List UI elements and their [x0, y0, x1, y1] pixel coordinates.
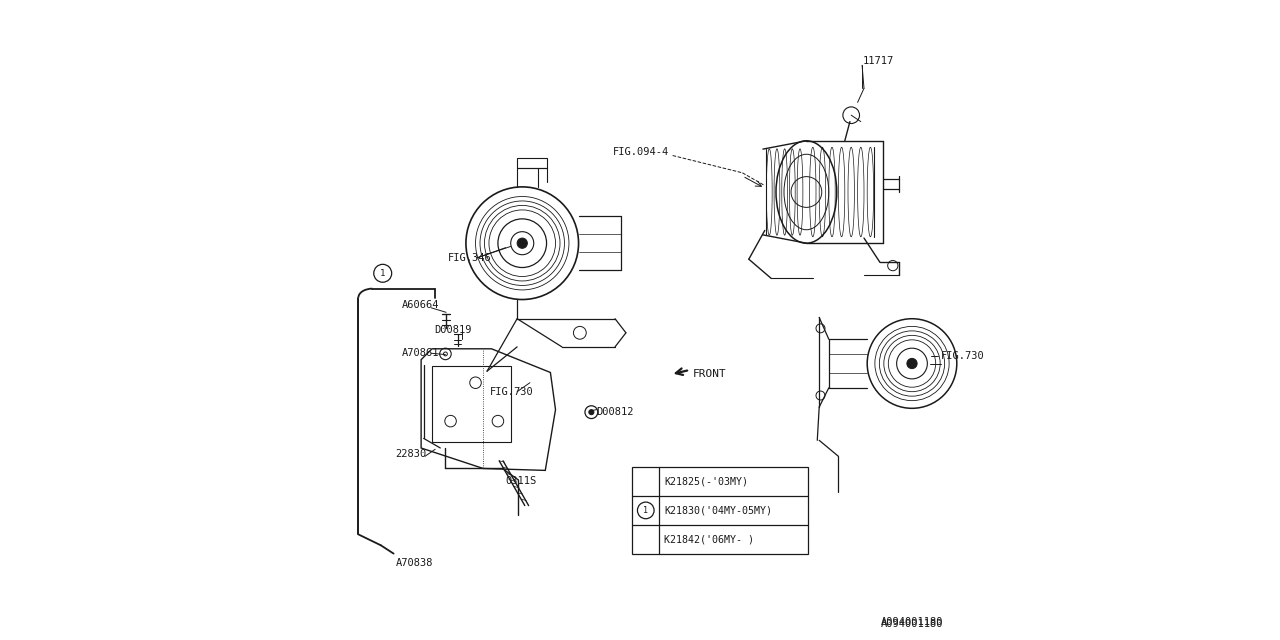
- Bar: [632, 467, 809, 554]
- Text: A094001180: A094001180: [881, 619, 943, 629]
- Text: FRONT: FRONT: [692, 369, 726, 380]
- Circle shape: [517, 238, 527, 248]
- Text: A70861: A70861: [402, 348, 439, 358]
- Text: FIG.730: FIG.730: [941, 351, 984, 362]
- Text: A60664: A60664: [402, 300, 439, 310]
- Circle shape: [906, 358, 916, 369]
- Bar: [433, 366, 511, 442]
- Text: A70838: A70838: [396, 558, 433, 568]
- Text: 22830: 22830: [396, 449, 426, 460]
- Text: K21825(-'03MY): K21825(-'03MY): [664, 477, 749, 486]
- Text: FIG.346: FIG.346: [448, 253, 492, 263]
- Text: K21842('06MY- ): K21842('06MY- ): [664, 534, 754, 544]
- Text: D00812: D00812: [596, 407, 634, 417]
- Text: K21830('04MY-05MY): K21830('04MY-05MY): [664, 506, 772, 515]
- Circle shape: [589, 410, 594, 415]
- Text: 1: 1: [380, 269, 385, 278]
- Text: 0311S: 0311S: [506, 476, 536, 486]
- Text: 11717: 11717: [863, 56, 893, 66]
- Bar: [517, 158, 547, 168]
- Text: FIG.730: FIG.730: [490, 387, 534, 397]
- Text: A094001180: A094001180: [881, 617, 943, 627]
- Text: FIG.094-4: FIG.094-4: [613, 147, 668, 157]
- Text: D00819: D00819: [434, 325, 471, 335]
- Text: 1: 1: [644, 506, 648, 515]
